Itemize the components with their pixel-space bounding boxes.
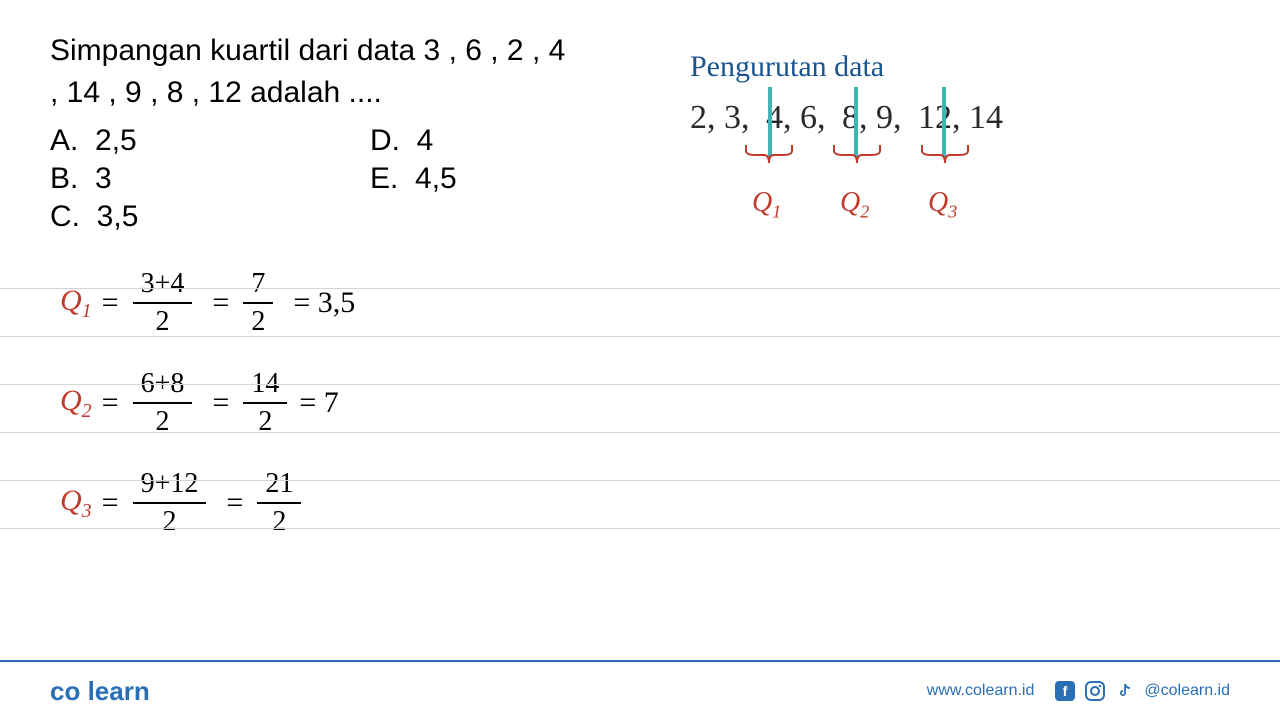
option-b: B. 3 xyxy=(50,162,370,196)
social-handle[interactable]: @colearn.id xyxy=(1144,682,1230,700)
q2-label: Q2 xyxy=(840,187,869,223)
calc-q2: Q2 = 6+82 = 142 = 7 xyxy=(60,368,1230,438)
option-c: C. 3,5 xyxy=(50,200,370,234)
tiktok-icon[interactable] xyxy=(1114,680,1136,702)
sorted-data: 2, 3, 4, 6, 8, 9, 12, 14 xyxy=(690,99,1230,229)
instagram-icon[interactable] xyxy=(1084,680,1106,702)
q3-label: Q3 xyxy=(928,187,957,223)
brace-q3 xyxy=(920,143,970,167)
option-d: D. 4 xyxy=(370,124,457,158)
question-line2: , 14 , 9 , 8 , 12 adalah .... xyxy=(50,72,640,114)
options-list: A. 2,5 B. 3 C. 3,5 D. 4 E. 4,5 xyxy=(50,124,640,238)
sorting-title: Pengurutan data xyxy=(690,50,1230,84)
sorting-section: Pengurutan data 2, 3, 4, 6, 8, 9, 12, 14 xyxy=(690,30,1230,238)
question-line1: Simpangan kuartil dari data 3 , 6 , 2 , … xyxy=(50,30,640,72)
question-block: Simpangan kuartil dari data 3 , 6 , 2 , … xyxy=(50,30,640,238)
logo: co learn xyxy=(50,676,150,707)
footer: co learn www.colearn.id f @colearn.id xyxy=(0,660,1280,720)
brace-q1 xyxy=(744,143,794,167)
facebook-icon[interactable]: f xyxy=(1054,680,1076,702)
brace-q2 xyxy=(832,143,882,167)
option-e: E. 4,5 xyxy=(370,162,457,196)
website-link[interactable]: www.colearn.id xyxy=(927,682,1035,700)
calc-q1: Q1 = 3+42 = 72 = 3,5 xyxy=(60,268,1230,338)
work-area: Q1 = 3+42 = 72 = 3,5 Q2 = 6+82 = 142 = 7… xyxy=(50,268,1230,538)
q1-label: Q1 xyxy=(752,187,781,223)
option-a: A. 2,5 xyxy=(50,124,370,158)
svg-text:f: f xyxy=(1063,683,1068,699)
